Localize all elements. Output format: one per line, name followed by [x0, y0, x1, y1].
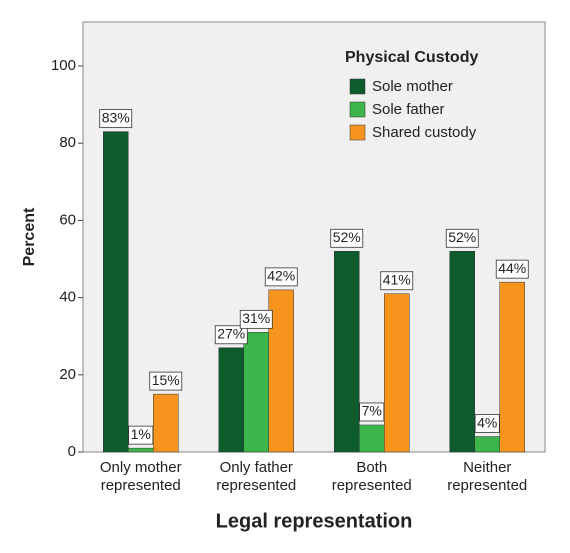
x-tick-label: Both	[356, 459, 387, 476]
data-label: 15%	[152, 372, 180, 388]
data-label-box	[330, 228, 364, 248]
y-tick-label: 60	[59, 211, 76, 228]
data-label-box	[239, 309, 273, 329]
data-label-box	[264, 267, 298, 287]
data-label-box	[495, 259, 529, 279]
x-tick-label: Only mother	[100, 459, 182, 476]
bar	[449, 251, 475, 453]
y-axis-title: Percent	[21, 207, 38, 266]
legend-swatch	[349, 101, 366, 118]
legend-label: Sole mother	[372, 78, 453, 95]
y-tick-label: 80	[59, 134, 76, 151]
bar	[334, 251, 360, 453]
x-tick-label: represented	[447, 477, 527, 494]
data-label: 41%	[383, 271, 411, 287]
x-tick-label: Only father	[220, 459, 293, 476]
data-label: 27%	[217, 325, 245, 341]
legend-swatch	[349, 124, 366, 141]
bar	[103, 131, 129, 453]
data-label-box	[359, 402, 385, 422]
legend-label: Shared custody	[372, 124, 477, 141]
data-label-box	[445, 228, 479, 248]
bar	[474, 436, 500, 453]
data-label: 31%	[242, 310, 270, 326]
x-tick-label: represented	[101, 477, 181, 494]
data-label: 52%	[448, 229, 476, 245]
legend-title: Physical Custody	[345, 49, 478, 66]
data-label: 44%	[498, 260, 526, 276]
data-label-box	[128, 425, 154, 445]
data-label-box	[149, 371, 183, 391]
y-tick-label: 100	[51, 57, 76, 74]
x-tick-label: represented	[332, 477, 412, 494]
data-label-box	[99, 109, 133, 129]
data-label: 83%	[102, 109, 130, 125]
bar	[499, 281, 525, 453]
data-label-box	[214, 325, 248, 345]
data-label: 4%	[477, 414, 497, 430]
data-label: 7%	[362, 403, 382, 419]
bar	[218, 347, 244, 453]
bar	[243, 332, 269, 453]
y-tick-label: 0	[68, 443, 76, 460]
x-tick-label: Neither	[463, 459, 511, 476]
data-label: 42%	[267, 268, 295, 284]
data-label-box	[380, 271, 414, 291]
bar	[384, 293, 410, 453]
bar	[153, 393, 179, 453]
x-axis-title: Legal representation	[216, 510, 413, 532]
bar	[268, 289, 294, 453]
x-tick-label: represented	[216, 477, 296, 494]
data-label: 1%	[131, 426, 151, 442]
legend-swatch	[349, 78, 366, 95]
data-label: 52%	[333, 229, 361, 245]
bar	[128, 447, 154, 453]
y-tick-label: 40	[59, 289, 76, 306]
legend-label: Sole father	[372, 101, 445, 118]
bar	[359, 424, 385, 453]
data-label-box	[474, 414, 500, 433]
y-tick-label: 20	[59, 366, 76, 383]
